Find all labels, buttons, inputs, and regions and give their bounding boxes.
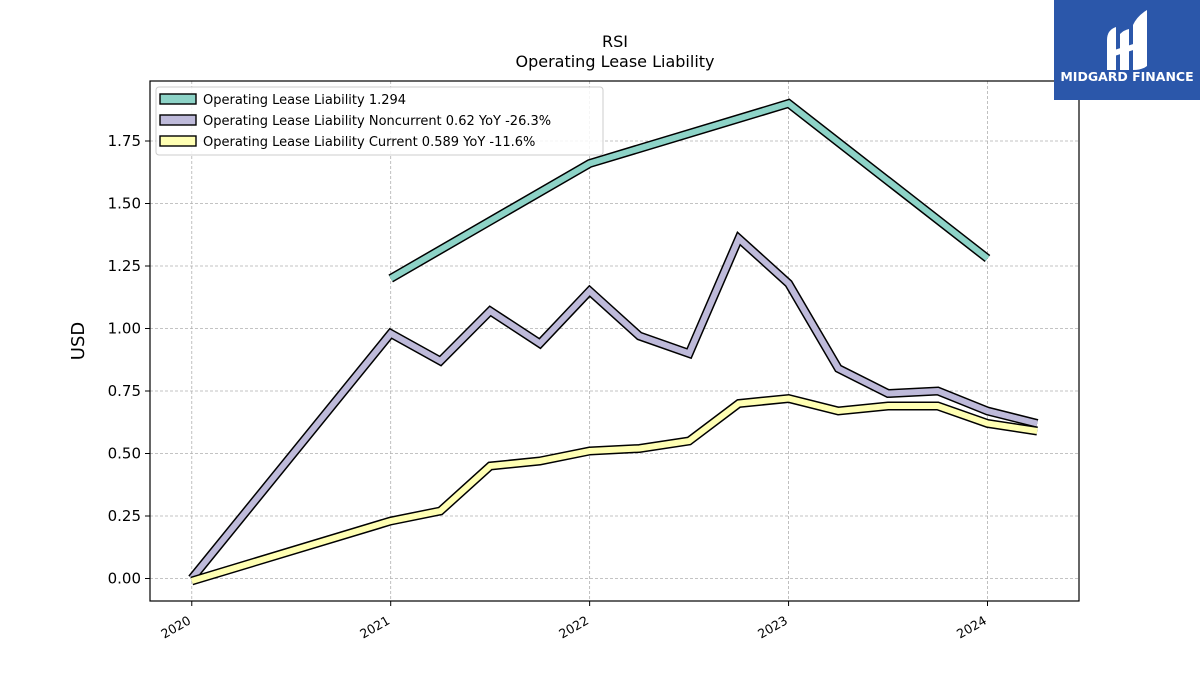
chart-subtitle: Operating Lease Liability: [515, 52, 714, 71]
y-tick-label: 1.75: [108, 132, 141, 150]
legend-swatch: [159, 135, 197, 147]
y-tick-label: 1.25: [108, 257, 141, 275]
legend-entry: Operating Lease Liability 1.294: [203, 93, 406, 108]
y-axis-ticks: 0.00 0.25 0.50 0.75 1.00 1.25 1.50 1.75: [108, 132, 150, 588]
series-line-fill: [189, 233, 1038, 581]
series-line: [190, 393, 1038, 586]
legend-entry: Operating Lease Liability Current 0.589 …: [203, 135, 535, 150]
logo-text: MIDGARD FINANCE: [1060, 69, 1193, 84]
series-line-fill: [190, 395, 1038, 584]
plot-frame: [149, 80, 1080, 602]
legend-swatch: [159, 93, 197, 105]
y-tick-label: 0.00: [108, 570, 141, 588]
series-line: [188, 230, 1039, 582]
series-line: [388, 98, 991, 283]
chart-title: RSI: [602, 32, 628, 51]
series-line-fill: [389, 100, 990, 282]
y-tick-label: 1.50: [108, 195, 141, 213]
y-tick-label: 0.25: [108, 507, 141, 525]
legend-swatch: [159, 114, 197, 126]
legend-box: [155, 86, 604, 156]
y-tick-label: 0.50: [108, 445, 141, 463]
y-tick-label: 0.75: [108, 382, 141, 400]
logo-mark-icon: [1107, 10, 1147, 70]
brand-logo: MIDGARD FINANCE: [1054, 0, 1200, 100]
legend: Operating Lease Liability 1.294 Operatin…: [155, 86, 604, 156]
y-axis-label: USD: [68, 322, 89, 360]
y-tick-label: 1.00: [108, 320, 141, 338]
plot-series: [188, 98, 1039, 586]
legend-entry: Operating Lease Liability Noncurrent 0.6…: [203, 114, 551, 129]
